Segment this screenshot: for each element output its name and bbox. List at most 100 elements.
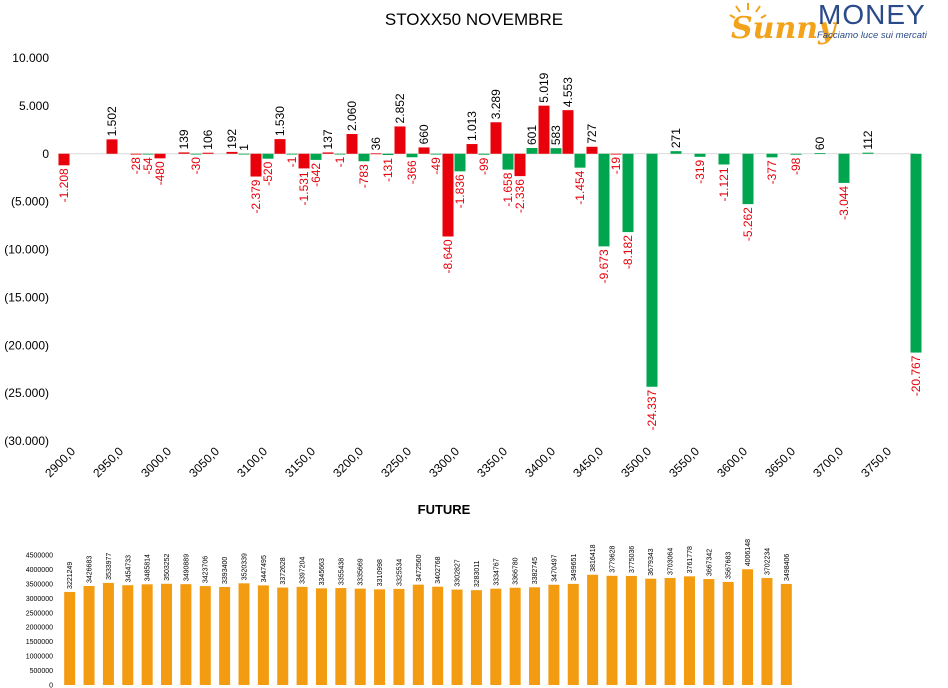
future-bar: [683, 576, 695, 685]
y-axis-ticks: 10.000 5.000 0 (5.000) (10.000) (15.000) (20.0…: [4, 51, 49, 448]
future-data-label: 3345663: [319, 558, 326, 585]
data-label: -1: [285, 156, 299, 167]
bar-green-3225: [382, 153, 394, 156]
future-data-label: 3310998: [377, 559, 384, 586]
data-label: -366: [405, 160, 419, 184]
data-label: -30: [189, 157, 203, 175]
future-bar: [335, 588, 347, 685]
bar-red-3375: [514, 153, 526, 177]
future-data-label: 3423706: [203, 556, 210, 583]
bar-green-3125: [286, 153, 298, 155]
data-label: 137: [321, 129, 335, 149]
data-label: -480: [153, 161, 167, 185]
logo-money-text: MONEY: [818, 0, 926, 30]
x-axis-ticks: 2900,0 2950,0 3000,0 3050,0 3100,0 3150,0 3200…: [42, 444, 894, 480]
data-label: -1.836: [453, 174, 467, 208]
x-tick-label: 3700,0: [810, 444, 846, 480]
future-y-tick-label: 3000000: [26, 596, 53, 603]
future-chart-title: FUTURE: [417, 502, 471, 517]
bar-red-3050: [202, 152, 214, 154]
data-label: -520: [261, 161, 275, 185]
x-tick-label: 3000,0: [138, 444, 174, 480]
x-tick-label: 3750,0: [858, 444, 894, 480]
bar-red-3350: [490, 122, 502, 154]
bar-green-3700: [838, 153, 850, 183]
bar-red-3225: [370, 153, 382, 155]
future-y-tick-label: 1500000: [26, 639, 53, 646]
sun-logo-icon: Sunny MONEY Facciamo luce sui mercati: [729, 0, 928, 46]
data-label: 139: [177, 129, 191, 149]
bar-green-3025: [190, 153, 202, 155]
data-label: -9.673: [597, 249, 611, 283]
data-label: 2.852: [393, 93, 407, 123]
y-tick-label: (15.000): [4, 290, 49, 304]
future-data-label: 3397204: [300, 557, 307, 584]
bar-red-3000: [154, 153, 166, 159]
bar-red-3475: [610, 153, 622, 155]
bar-green-3450: [598, 153, 610, 247]
future-bar: [490, 588, 502, 685]
future-bar-chart: 4500000 4000000 3500000 3000000 2500000 20000…: [26, 539, 792, 688]
future-bar: [432, 586, 444, 685]
future-data-label: 3426683: [87, 556, 94, 583]
future-data-label: 3761778: [687, 546, 694, 573]
bar-green-3350: [502, 153, 514, 170]
bar-green-3275: [430, 153, 442, 155]
future-data-label: 3520339: [242, 553, 249, 580]
x-tick-label: 3550,0: [666, 444, 702, 480]
future-data-label: 3221249: [67, 562, 74, 589]
data-label: 4.553: [561, 77, 575, 107]
future-data-label: 3775036: [629, 546, 636, 573]
logo-sunny-text: Sunny: [731, 11, 838, 46]
future-bar-group: [64, 569, 792, 685]
bar-green-3425: [574, 153, 586, 168]
future-bar: [645, 578, 657, 685]
future-bar: [451, 589, 463, 685]
data-label: -1.531: [297, 171, 311, 205]
bar-green-3150: [310, 153, 322, 160]
bar-green-3175: [334, 153, 346, 155]
bar-green-3550: [694, 153, 706, 157]
future-y-tick-label: 1000000: [26, 654, 53, 661]
data-label: -99: [477, 157, 491, 175]
bar-green-3475: [622, 153, 634, 233]
x-tick-label: 3650,0: [762, 444, 798, 480]
bar-red-3275: [418, 147, 430, 154]
x-tick-label: 3200,0: [330, 444, 366, 480]
data-label: 1.530: [273, 106, 287, 136]
bar-red-3300: [442, 153, 454, 237]
future-data-label: 3447495: [261, 555, 268, 582]
data-label: -319: [693, 159, 707, 183]
future-bar: [761, 578, 773, 685]
future-bar: [122, 585, 134, 685]
future-bar: [529, 587, 541, 685]
data-label: -1.454: [573, 170, 587, 204]
data-label: -1.658: [501, 172, 515, 206]
future-label-group: 3221249 3426683 3533977 3454733 3485814 35032…: [67, 539, 791, 589]
bar-red-3325: [466, 144, 478, 154]
bar-red-3200: [346, 134, 358, 154]
data-label: 1.013: [465, 111, 479, 141]
bar-red-2900: [58, 153, 70, 166]
data-label: 1: [237, 144, 251, 151]
future-data-label: 3366780: [513, 557, 520, 584]
y-tick-label: (25.000): [4, 386, 49, 400]
data-label: -20.767: [909, 355, 923, 396]
future-data-label: 3779628: [610, 545, 617, 572]
bar-green-3400: [550, 148, 562, 154]
data-label: -28: [129, 157, 143, 175]
future-data-label: 3499651: [571, 554, 578, 581]
future-data-label: 3702234: [764, 548, 771, 575]
future-data-label: 3335669: [358, 558, 365, 585]
data-label: -131: [381, 158, 395, 182]
data-label-group: -1.208 1.502 -28 -480 139 106 192 -2.379 1.530 -1…: [57, 72, 923, 430]
data-label: 271: [669, 128, 683, 148]
future-bar: [354, 588, 366, 685]
bar-red-3025: [178, 152, 190, 154]
future-data-label: 3679343: [648, 548, 655, 575]
future-bar: [587, 574, 599, 685]
data-label: 36: [369, 137, 383, 151]
future-bar: [161, 583, 173, 685]
bar-green-3775: [910, 153, 922, 353]
data-label: -19: [609, 157, 623, 175]
